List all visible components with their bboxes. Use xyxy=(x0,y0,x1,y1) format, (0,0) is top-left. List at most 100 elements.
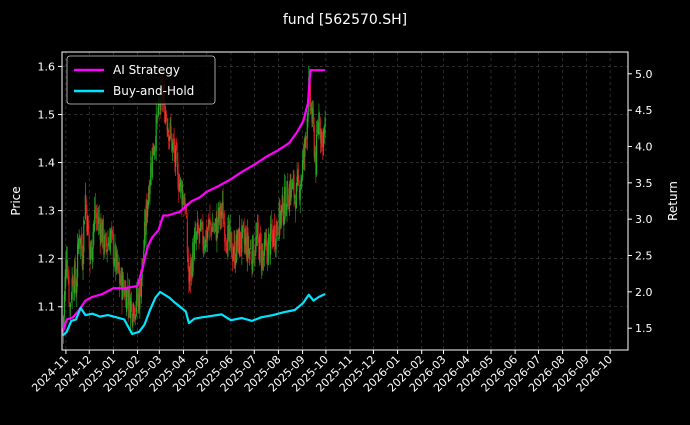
candle-body xyxy=(103,245,105,249)
candle-body xyxy=(244,239,246,246)
candle-body xyxy=(166,122,168,131)
candle-body xyxy=(260,244,262,266)
candle-body xyxy=(248,249,250,255)
candle-body xyxy=(264,243,266,245)
candle-body xyxy=(274,243,276,246)
candle-body xyxy=(174,148,176,163)
candle-body xyxy=(292,179,294,181)
candle-body xyxy=(94,209,96,222)
candle-body xyxy=(245,237,248,258)
candle-body xyxy=(164,88,166,122)
candle-body xyxy=(268,234,270,236)
y-right-tick-label: 3.0 xyxy=(635,213,653,226)
candle-body xyxy=(317,130,319,132)
candle-body xyxy=(309,84,311,107)
candle-body xyxy=(262,253,264,257)
candle-body xyxy=(230,232,232,235)
candle-body xyxy=(217,207,220,222)
candle-body xyxy=(111,226,113,230)
candle-body xyxy=(280,205,283,216)
y-right-tick-label: 3.5 xyxy=(635,177,653,190)
candle-body xyxy=(282,197,284,224)
candle-body xyxy=(291,182,294,189)
candle-body xyxy=(311,108,313,123)
candle-body xyxy=(149,183,151,195)
candle-body xyxy=(270,223,273,234)
candle-body xyxy=(314,151,316,159)
candle-body xyxy=(78,239,80,244)
candle-body xyxy=(192,244,195,262)
candle-body xyxy=(83,221,86,225)
candle-body xyxy=(178,183,181,192)
candle-body xyxy=(159,103,161,106)
candle-body xyxy=(307,114,309,122)
candle-body xyxy=(290,178,292,201)
candle-body xyxy=(275,224,277,250)
candle-body xyxy=(209,217,211,219)
candle-body xyxy=(246,232,248,261)
candle-body xyxy=(253,258,255,260)
candle-body xyxy=(129,298,132,318)
candle-body xyxy=(156,117,158,119)
candle-body xyxy=(97,217,100,224)
candle-body xyxy=(242,223,245,229)
candle-body xyxy=(273,226,275,243)
candle-body xyxy=(191,261,193,277)
candle-body xyxy=(116,250,118,268)
candle-body xyxy=(124,287,126,296)
candle-body xyxy=(90,244,92,259)
candle-body xyxy=(186,221,188,253)
y-right-tick-label: 1.5 xyxy=(635,322,653,335)
candle-body xyxy=(284,186,286,214)
candle-body xyxy=(119,268,121,284)
legend-label: AI Strategy xyxy=(113,63,180,77)
candle-body xyxy=(224,222,226,242)
candle-body xyxy=(112,230,114,237)
candle-body xyxy=(75,288,77,296)
candle-body xyxy=(301,176,303,183)
candle-body xyxy=(269,236,271,256)
candle-body xyxy=(256,236,258,240)
candle-body xyxy=(263,239,266,257)
candle-body xyxy=(87,221,90,234)
candle-body xyxy=(144,223,146,235)
candle-body xyxy=(312,109,315,125)
candle-body xyxy=(93,221,95,233)
candle-body xyxy=(252,238,255,263)
candle-body xyxy=(88,234,90,250)
candle-body xyxy=(302,149,304,164)
candle-body xyxy=(197,225,199,231)
candle-body xyxy=(201,222,203,226)
candle-body xyxy=(100,223,102,244)
candle-body xyxy=(106,249,108,252)
y-left-tick-label: 1.1 xyxy=(38,301,56,314)
candle-body xyxy=(147,201,149,217)
candle-body xyxy=(133,307,136,318)
candle-body xyxy=(92,231,94,249)
candle-body xyxy=(300,179,302,187)
candle-body xyxy=(154,146,157,150)
legend-label: Buy-and-Hold xyxy=(113,84,194,98)
candle-body xyxy=(63,295,65,318)
series-line-ai-strategy xyxy=(62,69,326,333)
candle-body xyxy=(187,248,189,269)
candle-body xyxy=(222,202,224,227)
y-right-tick-label: 2.5 xyxy=(635,250,653,263)
candle-body xyxy=(310,107,312,111)
candle-body xyxy=(243,230,245,243)
candle-body xyxy=(69,305,71,306)
candle-body xyxy=(179,178,181,187)
candle-body xyxy=(200,225,202,228)
candle-body xyxy=(315,135,318,175)
candle-body xyxy=(295,184,297,209)
candle-body xyxy=(172,138,174,144)
candle-body xyxy=(280,211,282,225)
candle-body xyxy=(203,246,205,251)
candle-body xyxy=(101,222,103,242)
candle-body xyxy=(259,233,262,242)
candle-body xyxy=(105,238,107,248)
candle-body xyxy=(267,237,269,266)
candle-body xyxy=(319,127,322,140)
candle-body xyxy=(134,315,136,320)
candle-body xyxy=(234,241,236,266)
